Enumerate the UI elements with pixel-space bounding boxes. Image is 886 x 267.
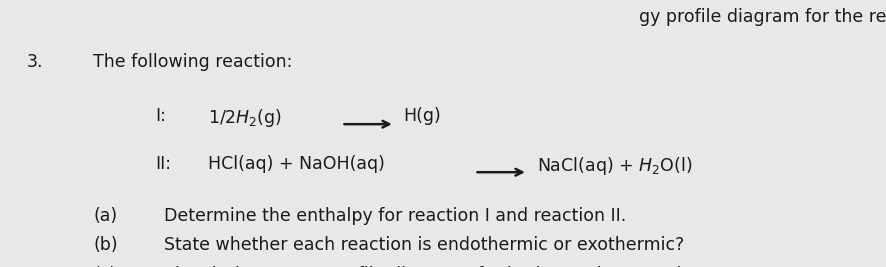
Text: The following reaction:: The following reaction:: [93, 53, 292, 71]
Text: I:: I:: [155, 107, 166, 125]
Text: NaCl(aq) + $H_2$O(l): NaCl(aq) + $H_2$O(l): [536, 155, 691, 177]
Text: (b): (b): [93, 236, 118, 254]
Text: II:: II:: [155, 155, 171, 173]
Text: 3.: 3.: [27, 53, 43, 71]
Text: (c): (c): [93, 266, 116, 267]
Text: HCl(aq) + NaOH(aq): HCl(aq) + NaOH(aq): [208, 155, 385, 173]
Text: H(g): H(g): [403, 107, 441, 125]
Text: (a): (a): [93, 207, 117, 225]
Text: $1/2H_2$(g): $1/2H_2$(g): [208, 107, 282, 129]
Text: State whether each reaction is endothermic or exothermic?: State whether each reaction is endotherm…: [164, 236, 684, 254]
Text: Sketch the energy profile diagrams for both reactions I and II.: Sketch the energy profile diagrams for b…: [164, 266, 702, 267]
Text: Determine the enthalpy for reaction I and reaction II.: Determine the enthalpy for reaction I an…: [164, 207, 626, 225]
Text: gy profile diagram for the reaction.: gy profile diagram for the reaction.: [638, 8, 886, 26]
